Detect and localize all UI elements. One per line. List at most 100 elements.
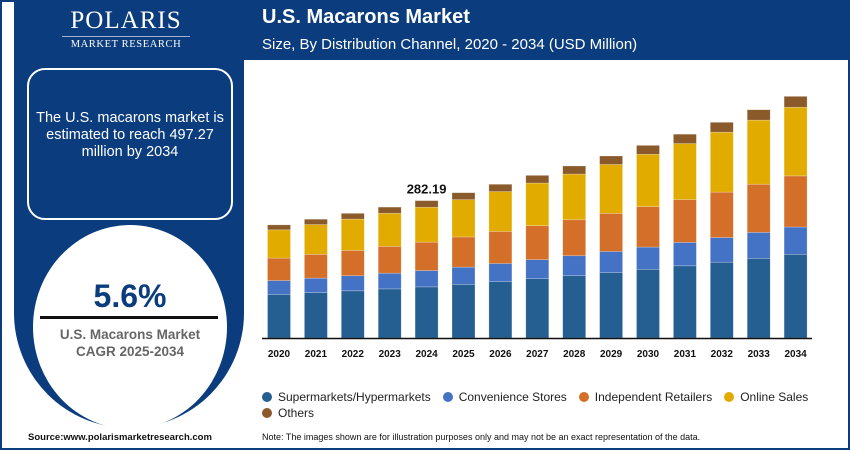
x-tick-label: 2027 [526,349,549,360]
bar-segment-2023-0 [377,288,402,339]
x-tick-label: 2025 [452,349,475,360]
bar-segment-2022-3 [340,218,365,251]
legend: Supermarkets/Hypermarkets Convenience Sto… [262,389,842,421]
polaris-logo: POLARIS MARKET RESEARCH [62,8,190,50]
bar-segment-2032-1 [709,237,734,263]
bar-segment-2024-4 [414,200,439,208]
x-tick-label: 2028 [563,349,586,360]
bar-segment-2027-0 [525,278,550,339]
legend-label: Independent Retailers [594,390,713,404]
legend-marker [262,392,272,402]
bar-segment-2027-2 [525,225,550,260]
note-text: Note: The images shown are for illustrat… [262,432,701,442]
bar-segment-2030-1 [636,246,660,270]
bar-segment-2034-1 [783,226,808,255]
x-tick-label: 2020 [268,349,291,360]
cagr-label: U.S. Macarons Market CAGR 2025-2034 [59,327,201,359]
bar-segment-2020-2 [267,257,291,281]
bar-segment-2034-4 [783,96,808,108]
bar-segment-2021-0 [304,292,328,339]
bar-segment-2031-2 [673,199,697,243]
bar-segment-2020-4 [267,224,291,231]
x-tick-label: 2034 [784,349,807,360]
bar-segment-2032-3 [709,131,734,193]
cagr-value: 5.6% [93,278,167,314]
bar-segment-2021-4 [304,218,328,225]
info-text: The U.S. macarons market is estimated to… [36,110,224,160]
legend-marker [578,392,589,402]
bar-segment-2029-1 [599,251,623,273]
legend-marker [442,392,453,402]
x-tick-label: 2024 [415,349,438,360]
bar-segment-2033-2 [746,183,771,233]
bar-segment-2021-3 [304,224,328,255]
bar-segment-2028-3 [562,173,587,221]
x-tick-label: 2022 [342,349,365,360]
bar-segment-2033-4 [746,109,771,121]
bar-segment-2030-0 [636,268,660,339]
bar-segment-2026-3 [488,191,513,232]
bar-segment-2029-4 [599,155,623,165]
bar-segment-2025-0 [451,284,476,339]
bar-segment-2031-1 [673,242,697,267]
bar-segment-2023-2 [377,246,402,274]
chart-title: U.S. Macarons Market [262,6,470,28]
legend-item: Others [262,405,314,421]
bar-segment-2023-1 [377,272,402,290]
bar-segment-2031-4 [673,133,697,144]
x-tick-label: 2033 [748,349,771,360]
legend-marker [262,408,272,418]
bar-segment-2025-1 [451,266,476,285]
bar-segment-2027-4 [525,175,550,184]
legend-label: Online Sales [740,390,809,404]
x-tick-label: 2030 [637,349,660,360]
bar-segment-2028-4 [562,165,587,175]
bar-segment-2029-2 [599,213,623,252]
bar-segment-2033-0 [746,258,771,339]
bar-segment-2025-4 [451,192,476,200]
x-tick-label: 2026 [489,349,512,360]
bar-segment-2034-3 [783,106,808,177]
bar-segment-2020-3 [267,229,291,259]
legend-item: Online Sales [724,389,808,405]
bar-segment-2033-3 [746,119,771,185]
data-label: 282.19 [407,182,447,197]
bar-segment-2025-3 [451,199,476,238]
bar-segment-2032-2 [709,191,734,238]
bar-segment-2021-1 [304,277,328,293]
cagr-circle [33,225,227,429]
source-text: Source:www.polarismarketresearch.com [28,432,212,443]
bar-segment-2027-1 [525,259,550,280]
legend-item: Independent Retailers [578,389,713,405]
bar-segment-2022-4 [340,213,365,220]
logo-sub: MARKET RESEARCH [70,39,182,50]
info-box: The U.S. macarons market is estimated to… [27,68,233,220]
bar-segment-2020-0 [267,294,291,339]
bar-segment-2026-2 [488,231,513,264]
bar-segment-2020-1 [267,280,291,295]
legend-marker [724,392,735,402]
bar-segment-2024-1 [414,270,439,288]
bar-segment-2026-1 [488,263,513,282]
bar-segment-2034-2 [783,175,808,228]
x-tick-label: 2031 [674,349,697,360]
x-tick-label: 2023 [379,349,402,360]
x-tick-label: 2029 [600,349,623,360]
bar-segment-2028-0 [562,275,587,339]
bar-segment-2025-2 [451,236,476,268]
legend-label: Convenience Stores [458,390,567,404]
bar-segment-2026-4 [488,183,513,192]
bar-segment-2032-0 [709,261,734,339]
bar-segment-2030-3 [636,153,660,207]
logo-name: POLARIS [70,7,182,34]
bar-segment-2030-4 [636,145,660,155]
bar-segment-2023-3 [377,212,402,247]
chart-subtitle: Size, By Distribution Channel, 2020 - 20… [262,36,638,53]
bar-segment-2021-2 [304,254,328,279]
bar-segment-2032-4 [709,122,734,133]
bar-segment-2028-1 [562,255,587,277]
bar-segment-2028-2 [562,219,587,257]
bar-segment-2034-0 [783,253,808,339]
legend-label: Others [278,406,315,420]
